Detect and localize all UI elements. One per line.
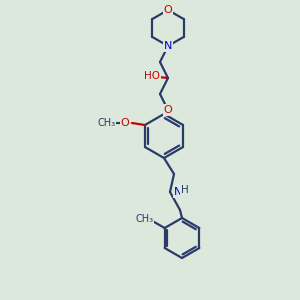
Text: O: O — [164, 105, 172, 115]
Text: N: N — [164, 41, 172, 51]
Text: O: O — [164, 5, 172, 15]
Text: HO: HO — [144, 71, 160, 81]
Text: H: H — [181, 185, 189, 195]
Text: CH₃: CH₃ — [98, 118, 116, 128]
Text: N: N — [174, 187, 182, 197]
Text: O: O — [121, 118, 129, 128]
Text: CH₃: CH₃ — [136, 214, 154, 224]
